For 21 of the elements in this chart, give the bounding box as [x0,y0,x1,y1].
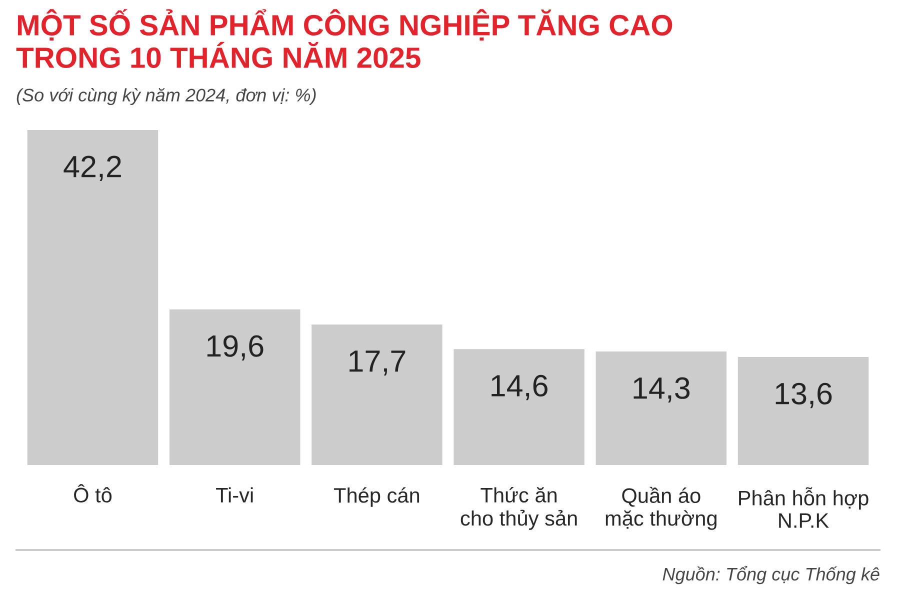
bar [596,351,727,465]
data-label: 14,6 [492,374,548,400]
x-tick-label: Quần áo mặc thường [606,486,716,530]
data-label: 17,7 [350,350,406,376]
bar [738,357,869,465]
data-label: 42,2 [64,156,121,182]
bar [312,324,442,465]
x-tick-label: Phân hỗn hợp N.P.K [739,487,868,528]
data-label: 13,6 [776,382,832,408]
x-tick-label: Thép cán [334,487,420,507]
bar [454,349,584,465]
x-tick-label: Thức ăn cho thủy sản [460,486,577,530]
bar [27,130,158,465]
chart-subtitle: (So với cùng kỳ năm 2024, đơn vị: %) [16,88,316,106]
x-tick-label: Ô tô [74,484,112,503]
data-label: 19,6 [207,335,264,360]
x-tick-label: Ti-vi [216,487,253,502]
bar [169,309,300,465]
data-label: 14,3 [634,377,690,403]
chart-title: MỘT SỐ SẢN PHẨM CÔNG NGHIỆP TĂNG CAO TRONG 10 THÁNG NĂM 2025 [16,9,672,68]
text: Nguồn: Tổng cục Thống kê [662,566,880,584]
